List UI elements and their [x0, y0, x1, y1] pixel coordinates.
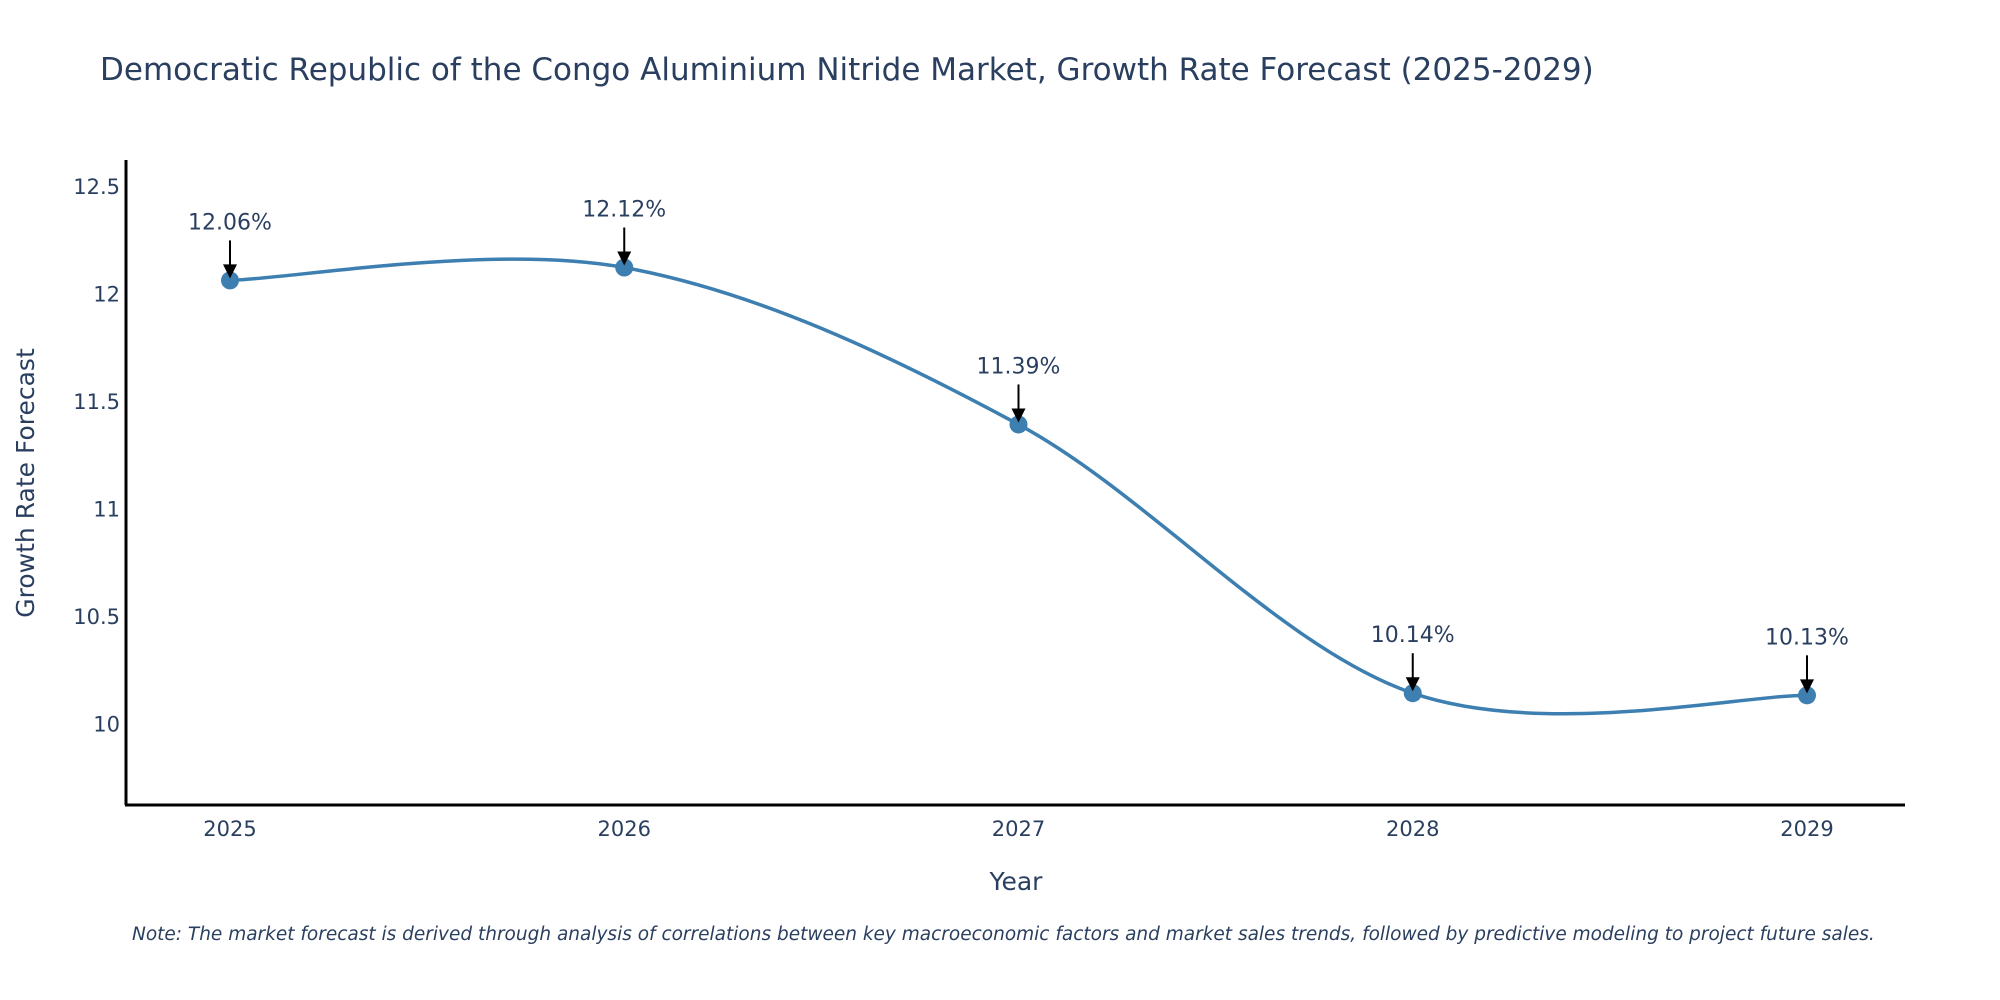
annotation-2027: 11.39%: [977, 354, 1061, 423]
data-label: 10.14%: [1371, 623, 1455, 648]
data-label: 12.12%: [582, 198, 666, 223]
y-tick-label: 11: [93, 497, 120, 521]
x-tick-label: 2028: [1386, 817, 1439, 841]
data-annotations: 12.06% 12.12% 11.39% 10.14% 10.13%: [188, 198, 1849, 694]
y-tick-label: 12.5: [73, 175, 120, 199]
data-point-2028: [1403, 684, 1422, 703]
annotation-arrow-head: [1800, 679, 1814, 694]
x-tick-label: 2025: [203, 817, 256, 841]
series-line: [229, 257, 1808, 716]
annotation-arrow-head: [1011, 408, 1026, 423]
data-point-2025: [221, 271, 239, 290]
data-point-2029: [1798, 686, 1816, 705]
x-axis-title: Year: [989, 867, 1044, 896]
annotation-2025: 12.06%: [188, 210, 272, 279]
y-axis-ticks: 10 10.5 11 11.5 12 12.5: [73, 175, 120, 736]
annotation-arrow-head: [617, 251, 632, 266]
data-point-2026: [615, 258, 634, 277]
x-tick-label: 2026: [598, 817, 651, 841]
x-tick-label: 2027: [992, 817, 1045, 841]
annotation-arrow-head: [223, 264, 237, 279]
chart-title: Democratic Republic of the Congo Alumini…: [100, 52, 1594, 88]
data-label: 11.39%: [977, 354, 1061, 379]
data-label: 12.06%: [188, 210, 272, 235]
annotation-2028: 10.14%: [1371, 623, 1455, 692]
annotation-2029: 10.13%: [1765, 625, 1849, 694]
y-tick-label: 12: [93, 282, 120, 306]
x-tick-label: 2029: [1780, 817, 1833, 841]
annotation-arrow-head: [1405, 677, 1420, 692]
annotation-2026: 12.12%: [582, 198, 666, 266]
data-label: 10.13%: [1765, 625, 1849, 650]
y-tick-label: 10.5: [73, 605, 120, 629]
x-axis-ticks: 2025 2026 2027 2028 2029: [203, 817, 1833, 841]
footnote: Note: The market forecast is derived thr…: [132, 924, 1875, 945]
y-tick-label: 10: [93, 712, 120, 736]
y-axis-title: Growth Rate Forecast: [11, 348, 40, 618]
y-tick-label: 11.5: [73, 390, 120, 414]
data-markers: [221, 258, 1816, 705]
data-point-2027: [1009, 415, 1028, 434]
plot-area: 12.06% 12.12% 11.39% 10.14% 10.13%: [188, 198, 1849, 716]
